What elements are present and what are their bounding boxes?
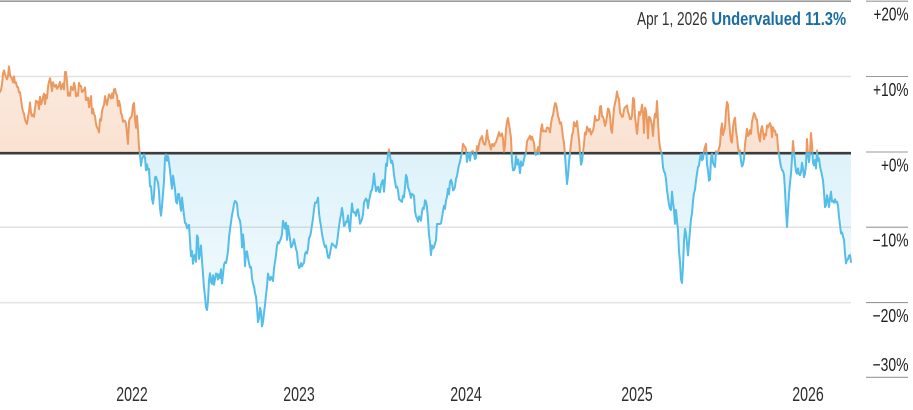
svg-text:−10%: −10% — [873, 230, 909, 251]
svg-text:2026: 2026 — [792, 384, 824, 406]
svg-text:+0%: +0% — [881, 154, 909, 175]
svg-text:2022: 2022 — [116, 384, 148, 406]
svg-text:−30%: −30% — [873, 354, 909, 375]
svg-text:Undervalued 11.3%: Undervalued 11.3% — [711, 8, 846, 29]
svg-text:2023: 2023 — [283, 384, 315, 406]
svg-text:2024: 2024 — [450, 384, 482, 406]
svg-text:2025: 2025 — [621, 384, 653, 406]
svg-text:−20%: −20% — [873, 305, 909, 326]
svg-text:+20%: +20% — [874, 4, 909, 25]
svg-text:+10%: +10% — [873, 79, 909, 100]
svg-text:Apr 1, 2026: Apr 1, 2026 — [637, 8, 707, 29]
